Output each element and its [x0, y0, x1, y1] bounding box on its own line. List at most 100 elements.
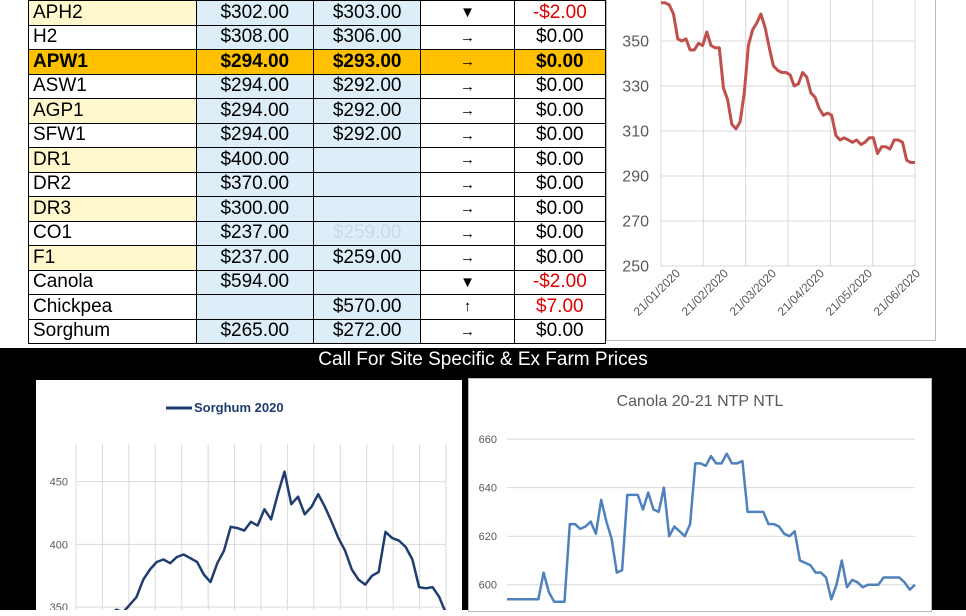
- price-current: $237.00: [195, 220, 314, 246]
- price-change: $0.00: [513, 196, 607, 222]
- price-previous: $303.00: [312, 0, 422, 26]
- price-previous: $272.00: [312, 318, 422, 344]
- row-name: AGP1: [28, 98, 197, 124]
- y-tick-label: 310: [622, 124, 649, 141]
- price-history-chart: 25027029031033035021/01/202021/02/202021…: [622, 0, 924, 319]
- price-change: $0.00: [513, 245, 607, 271]
- trend-arrow: →: [420, 49, 515, 75]
- y-tick-label: 330: [622, 79, 649, 96]
- trend-arrow: →: [420, 196, 515, 222]
- trend-arrow: →: [420, 245, 515, 271]
- price-table: APH2 $302.00 $303.00 ▼ -$2.00 H2 $308.00 $306.0…: [28, 0, 607, 344]
- price-change: $0.00: [513, 147, 607, 173]
- faded-price: $259.00: [332, 222, 402, 244]
- price-current: $302.00: [195, 0, 314, 26]
- price-change: -$2.00: [513, 0, 607, 26]
- row-name: CO1: [28, 220, 197, 246]
- price-change: $0.00: [513, 318, 607, 344]
- canola-chart-panel: 600 620 640 660 Canola 20-21 NTP NTL: [468, 378, 932, 612]
- trend-arrow: ↑: [420, 294, 515, 320]
- y-tick-label: 350: [50, 602, 68, 610]
- price-current: $594.00: [195, 269, 314, 295]
- legend-label: Sorghum 2020: [194, 400, 284, 415]
- table-row: CO1 $237.00 $259.00 → $0.00: [28, 220, 607, 246]
- table-row: F1 $237.00 $259.00 → $0.00: [28, 245, 607, 271]
- price-previous: [312, 171, 422, 197]
- price-previous: [312, 196, 422, 222]
- chart-title: Canola 20-21 NTP NTL: [617, 393, 784, 410]
- table-row: Canola $594.00 ▼ -$2.00: [28, 269, 607, 295]
- x-tick-label: 21/03/2020: [727, 266, 780, 319]
- price-current: $294.00: [195, 73, 314, 99]
- sorghum-chart: 350 400 450 Sorghum 2020: [50, 400, 448, 616]
- price-current: $294.00: [195, 98, 314, 124]
- table-row: SFW1 $294.00 $292.00 → $0.00: [28, 122, 607, 148]
- price-change: -$2.00: [513, 269, 607, 295]
- series-line: [98, 470, 448, 616]
- y-tick-label: 350: [622, 34, 649, 51]
- trend-arrow: →: [420, 147, 515, 173]
- price-change: $0.00: [513, 220, 607, 246]
- price-change: $0.00: [513, 122, 607, 148]
- y-tick-label: 620: [479, 531, 497, 543]
- price-change: $0.00: [513, 49, 607, 75]
- price-previous: $293.00: [312, 49, 422, 75]
- y-tick-label: 640: [479, 483, 497, 495]
- sorghum-chart-panel: 350 400 450 Sorghum 2020: [36, 380, 462, 616]
- price-current: $300.00: [195, 196, 314, 222]
- trend-arrow: →: [420, 73, 515, 99]
- price-current: $265.00: [195, 318, 314, 344]
- canola-chart: 600 620 640 660 Canola 20-21 NTP NTL: [479, 393, 916, 603]
- trend-arrow: →: [420, 98, 515, 124]
- price-previous: $292.00: [312, 122, 422, 148]
- table-row: Chickpea $570.00 ↑ $7.00: [28, 294, 607, 320]
- price-previous: [312, 269, 422, 295]
- price-current: $400.00: [195, 147, 314, 173]
- price-current: $294.00: [195, 49, 314, 75]
- price-previous: $570.00: [312, 294, 422, 320]
- trend-arrow: →: [420, 122, 515, 148]
- table-row: Sorghum $265.00 $272.00 → $0.00: [28, 318, 607, 344]
- price-history-chart-panel: 250 270 290 310 330 350 21/01/2020 21/02/2020 21…: [606, 0, 936, 341]
- x-tick-label: 21/06/2020: [871, 266, 924, 319]
- row-name: F1: [28, 245, 197, 271]
- price-current: [195, 294, 314, 320]
- trend-arrow: ▼: [420, 0, 515, 26]
- trend-arrow: ▼: [420, 269, 515, 295]
- price-current: $308.00: [195, 24, 314, 50]
- left-margin: [0, 0, 28, 348]
- table-row: DR1 $400.00 → $0.00: [28, 147, 607, 173]
- y-tick-label: 600: [479, 580, 497, 592]
- price-previous: [312, 147, 422, 173]
- row-name: Sorghum: [28, 318, 197, 344]
- price-previous: $259.00: [312, 220, 422, 246]
- price-current: $294.00: [195, 122, 314, 148]
- y-tick-label: 290: [622, 169, 649, 186]
- price-previous: $306.00: [312, 24, 422, 50]
- y-tick-label: 400: [50, 539, 68, 551]
- x-tick-label: 21/04/2020: [775, 266, 828, 319]
- series-line: [507, 452, 916, 603]
- trend-arrow: →: [420, 171, 515, 197]
- table-row: APH2 $302.00 $303.00 ▼ -$2.00: [28, 0, 607, 26]
- row-name: DR2: [28, 171, 197, 197]
- trend-arrow: →: [420, 24, 515, 50]
- row-name: DR3: [28, 196, 197, 222]
- row-name: ASW1: [28, 73, 197, 99]
- price-current: $370.00: [195, 171, 314, 197]
- table-row: DR2 $370.00 → $0.00: [28, 171, 607, 197]
- x-tick-label: 21/05/2020: [823, 266, 876, 319]
- y-tick-label: 270: [622, 214, 649, 231]
- price-previous: $292.00: [312, 98, 422, 124]
- row-name: SFW1: [28, 122, 197, 148]
- y-tick-label: 250: [622, 259, 649, 276]
- price-change: $7.00: [513, 294, 607, 320]
- series-line: [661, 1, 915, 164]
- table-row: APW1 $294.00 $293.00 → $0.00: [28, 49, 607, 75]
- table-row: ASW1 $294.00 $292.00 → $0.00: [28, 73, 607, 99]
- price-change: $0.00: [513, 98, 607, 124]
- table-row: AGP1 $294.00 $292.00 → $0.00: [28, 98, 607, 124]
- y-tick-label: 660: [479, 434, 497, 446]
- table-row: DR3 $300.00 → $0.00: [28, 196, 607, 222]
- trend-arrow: →: [420, 220, 515, 246]
